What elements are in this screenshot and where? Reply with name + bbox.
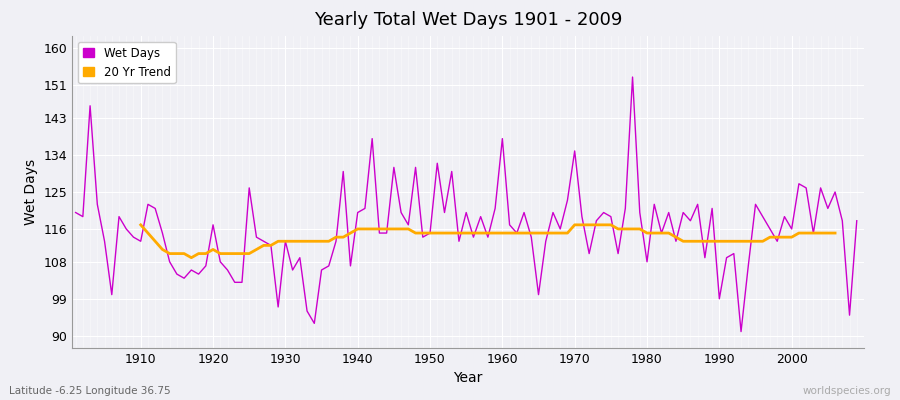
Wet Days bbox=[584, 251, 595, 256]
Wet Days bbox=[735, 329, 746, 334]
X-axis label: Year: Year bbox=[454, 372, 482, 386]
Y-axis label: Wet Days: Wet Days bbox=[23, 159, 38, 225]
Line: 20 Yr Trend: 20 Yr Trend bbox=[140, 225, 835, 258]
20 Yr Trend bbox=[830, 231, 841, 236]
20 Yr Trend bbox=[157, 247, 167, 252]
Title: Yearly Total Wet Days 1901 - 2009: Yearly Total Wet Days 1901 - 2009 bbox=[314, 11, 622, 29]
Wet Days bbox=[128, 235, 139, 240]
Text: Latitude -6.25 Longitude 36.75: Latitude -6.25 Longitude 36.75 bbox=[9, 386, 171, 396]
20 Yr Trend bbox=[678, 239, 688, 244]
20 Yr Trend bbox=[186, 255, 197, 260]
Line: Wet Days: Wet Days bbox=[76, 77, 857, 332]
Wet Days bbox=[851, 218, 862, 223]
Wet Days bbox=[490, 206, 500, 211]
Wet Days bbox=[497, 136, 508, 141]
20 Yr Trend bbox=[135, 222, 146, 227]
Wet Days bbox=[330, 239, 341, 244]
20 Yr Trend bbox=[194, 251, 204, 256]
Legend: Wet Days, 20 Yr Trend: Wet Days, 20 Yr Trend bbox=[78, 42, 176, 83]
Wet Days bbox=[287, 268, 298, 272]
Wet Days bbox=[70, 210, 81, 215]
Wet Days bbox=[627, 75, 638, 80]
20 Yr Trend bbox=[323, 239, 334, 244]
20 Yr Trend bbox=[540, 231, 551, 236]
20 Yr Trend bbox=[490, 231, 500, 236]
Text: worldspecies.org: worldspecies.org bbox=[803, 386, 891, 396]
